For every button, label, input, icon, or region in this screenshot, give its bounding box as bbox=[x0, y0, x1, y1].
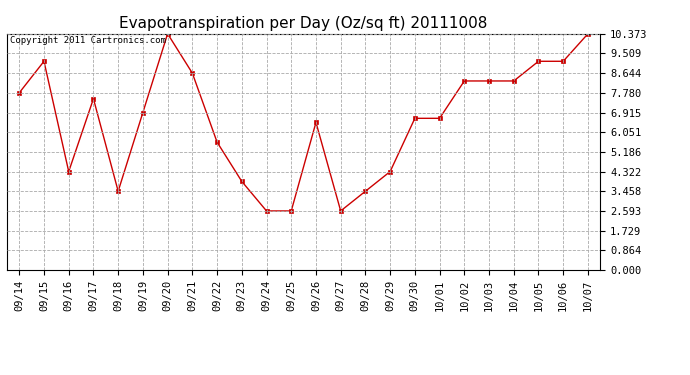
Title: Evapotranspiration per Day (Oz/sq ft) 20111008: Evapotranspiration per Day (Oz/sq ft) 20… bbox=[119, 16, 488, 31]
Text: Copyright 2011 Cartronics.com: Copyright 2011 Cartronics.com bbox=[10, 36, 166, 45]
